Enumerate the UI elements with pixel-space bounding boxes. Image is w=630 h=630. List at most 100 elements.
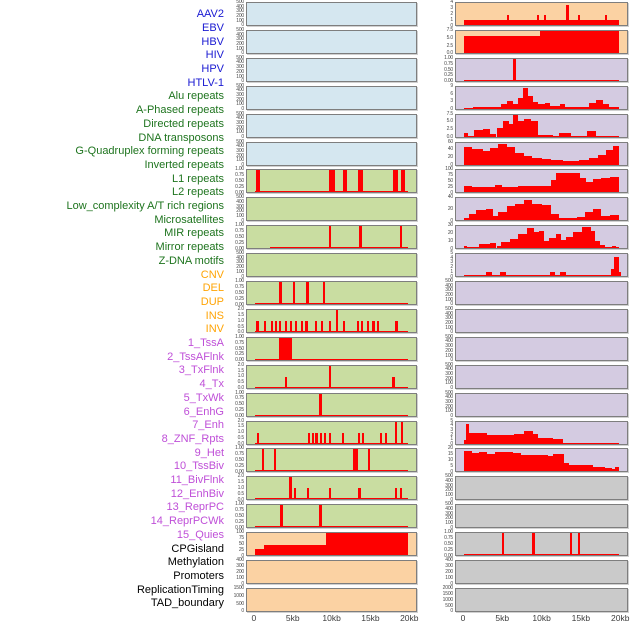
signal-rect [341,432,344,444]
signal-rect [569,533,572,556]
ytick-label: 0 [241,78,244,85]
signal-rect [468,214,476,221]
signal-rect [254,442,409,444]
signal-rect [307,488,310,500]
track-11-bivflnk [455,336,628,361]
yticks-5-txwk: 100 75 50 25 0 [427,167,453,195]
ytick-label: 500 [236,82,244,89]
ytick-label: 400 [236,59,244,66]
ytick-label: 2.5 [446,42,454,49]
ytick-label: 200 [236,96,244,103]
signal-rect [513,434,525,444]
ytick-label: 0.5 [237,323,245,330]
feature-label-low-complexity-a-t-rich-regions: Low_complexity A/T rich regions [66,200,224,212]
ytick-label: 100 [236,529,244,536]
feature-label-dup: DUP [200,295,224,308]
signal-rect [482,128,490,137]
ytick-label: 500 [236,54,244,61]
feature-label-l2-repeats: L2 repeats [172,186,224,199]
signal-rect [463,79,620,81]
track-microsatellites [246,420,417,445]
signal-rect [601,177,610,193]
ytick-label: 1.00 [444,529,453,536]
signal-rect [509,238,519,249]
ytick-label: 0 [450,22,453,29]
signal-rect [311,432,314,444]
signal-rect [512,452,522,472]
ytick-label: 20 [447,445,453,452]
track-l2-repeats [246,364,417,389]
ytick-label: 0 [241,273,244,280]
signal-rect [328,365,331,388]
ytick-label: 0.0 [446,50,454,57]
x-tick-label: 20kb [400,613,419,623]
signal-rect [585,181,593,193]
ytick-label: 0.75 [235,228,244,235]
signal-rect [566,4,569,25]
ytick-label: 1.0 [237,373,245,380]
signal-rect [588,102,596,109]
signal-rect [501,533,505,556]
feature-label-3-txflnk: 3_TxFlnk [178,364,224,377]
ytick-label: 200 [236,568,244,575]
track-ebv [246,29,417,54]
ytick-label: 1.00 [235,278,244,284]
ytick-label: 60 [447,138,453,145]
ytick-label: 0 [450,385,453,392]
ytick-label: 0.0 [237,441,245,447]
ytick-label: 1 [450,16,453,23]
signal-rect [526,227,534,249]
ytick-label: 1 [450,268,453,275]
track-1-tssa [455,57,628,82]
signal-rect [479,243,490,249]
signal-rect [494,185,502,193]
feature-label-replicationtiming: ReplicationTiming [136,583,224,596]
signal-rect [399,488,403,500]
ytick-label: 1.5 [237,311,245,318]
yticks-7-enh: 30 20 10 0 [427,223,453,251]
ytick-label: 400 [445,282,453,289]
yticks-inverted-repeats: 2.0 1.5 1.0 0.5 0.0 [220,305,245,335]
track-g-quadruplex-forming-repeats [246,281,417,305]
signal-rect [270,320,274,332]
signal-rect [284,320,288,332]
signal-rect [314,320,317,332]
ytick-label: 0 [450,524,453,531]
signal-rect [463,133,468,137]
signal-rect [500,272,506,277]
feature-label-g-quadruplex-forming-repeats: G-Quadruplex forming repeats [75,145,224,158]
track-10-tssbiv [455,308,628,333]
ytick-label: 0 [450,217,453,224]
yticks-9-het: 500 400 300 200 100 0 [427,279,453,307]
signal-rect [553,439,564,444]
signal-rect [379,432,383,444]
signal-rect [328,488,331,500]
ytick-label: 0.00 [235,524,244,531]
signal-rect [305,320,308,332]
yticks-a-phased-repeats: 500 400 300 200 100 0 [220,195,244,223]
ytick-label: 3 [450,426,453,433]
ytick-label: 0.25 [235,518,244,525]
feature-label-10-tssbiv: 10_TssBiv [173,460,224,473]
ytick-label: 2.0 [237,305,245,312]
ytick-label: 5 [450,417,453,424]
signal-rect [254,358,409,360]
signal-rect [279,337,293,360]
ytick-label: 1.5 [237,479,245,486]
yticks-dna-transposons: 500 400 300 200 100 0 [220,251,244,279]
ytick-label: 0.00 [235,189,244,196]
feature-label-11-bivflnk: 11_BivFlnk [170,474,224,486]
feature-label-8-znf-rpts: 8_ZNF_Rpts [161,432,224,445]
signal-rect [489,134,497,137]
feature-label-promoters: Promoters [173,569,224,582]
track-15-quies [455,448,628,473]
ytick-label: 100 [445,324,453,331]
signal-rect [463,185,473,193]
signal-rect [501,242,510,249]
signal-rect [280,505,284,528]
ytick-label: 400 [236,198,244,205]
signal-rect [556,172,580,193]
signal-rect [257,432,260,444]
feature-label-inv: INV [205,323,224,336]
